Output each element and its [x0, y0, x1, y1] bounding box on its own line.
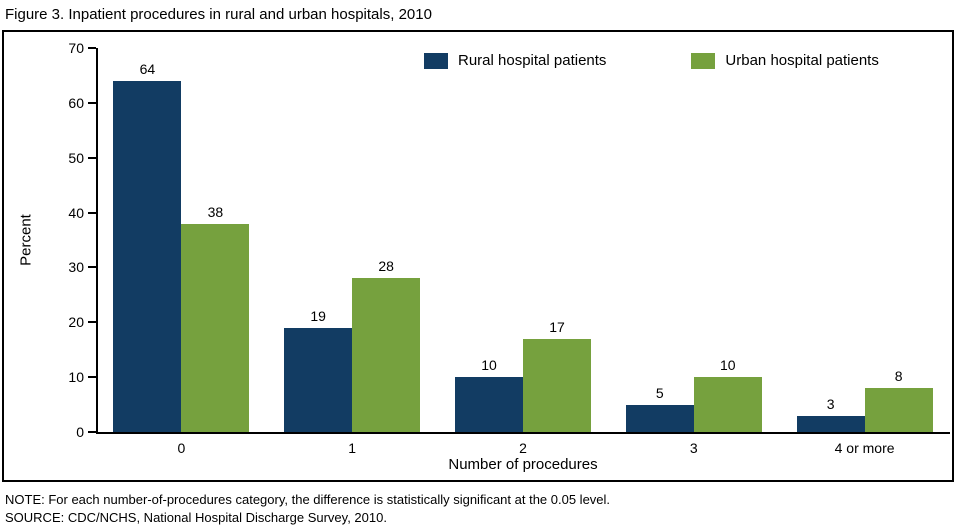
y-tick-mark	[88, 211, 96, 214]
y-tick-mark	[88, 47, 96, 49]
legend-item-urban: Urban hospital patients	[691, 52, 879, 69]
x-category-label: 3	[689, 440, 698, 456]
bar-value-label: 10	[481, 357, 497, 374]
y-tick-label: 40	[68, 204, 84, 221]
y-tick-label: 0	[76, 424, 84, 440]
y-tick-label: 70	[68, 40, 84, 56]
y-axis-line	[96, 48, 98, 434]
legend-label-urban: Urban hospital patients	[725, 52, 879, 69]
y-tick-label: 30	[68, 259, 84, 276]
bar-value-label: 38	[207, 203, 224, 220]
source-text: SOURCE: CDC/NCHS, National Hospital Disc…	[5, 510, 387, 525]
figure-title: Figure 3. Inpatient procedures in rural …	[5, 6, 432, 23]
bar	[625, 404, 694, 432]
x-category-label: 0	[177, 440, 186, 456]
bar	[796, 415, 865, 432]
note-text: NOTE: For each number-of-procedures cate…	[5, 492, 611, 507]
y-tick-label: 20	[68, 314, 84, 331]
bar	[523, 338, 591, 432]
x-axis-title: Number of procedures	[448, 456, 598, 473]
y-tick-label: 50	[68, 149, 84, 166]
y-tick-label: 60	[68, 94, 84, 111]
bar-value-label: 17	[549, 318, 565, 335]
bar-value-label: 5	[655, 384, 664, 401]
y-tick-mark	[88, 431, 96, 433]
legend-swatch-urban-icon	[691, 52, 716, 69]
y-tick-mark	[88, 266, 96, 269]
x-category-label: 4 or more	[834, 440, 895, 456]
bar-value-label: 10	[720, 357, 736, 374]
y-tick-mark	[88, 101, 96, 104]
y-tick-mark	[88, 156, 96, 159]
y-tick-mark	[88, 321, 96, 324]
chart-frame: 0 10 20 30 40 50 60 70 0 64 38 1 19 28 2 10 17 3 5 10 4 or m…	[2, 30, 954, 482]
bar-value-label: 19	[310, 307, 326, 324]
bar	[693, 377, 762, 432]
legend-item-rural: Rural hospital patients	[424, 52, 606, 69]
bar-value-label: 3	[826, 395, 835, 412]
bar-value-label: 8	[894, 368, 903, 385]
bar	[455, 377, 523, 432]
bar	[113, 80, 182, 432]
legend-swatch-rural-icon	[424, 52, 448, 69]
plot-area: 0 10 20 30 40 50 60 70 0 64 38 1 19 28 2 10 17 3 5 10 4 or m…	[4, 32, 952, 480]
bar	[864, 388, 933, 432]
bar	[181, 223, 250, 432]
bar	[352, 278, 421, 432]
y-axis-title: Percent	[17, 214, 35, 266]
legend-label-rural: Rural hospital patients	[458, 52, 607, 69]
bar-value-label: 64	[139, 60, 156, 77]
bar-value-label: 28	[378, 258, 394, 275]
x-axis-line	[96, 432, 950, 434]
y-tick-label: 10	[68, 369, 84, 386]
x-category-label: 1	[348, 440, 357, 456]
bar	[284, 327, 353, 432]
y-tick-mark	[88, 376, 96, 379]
x-category-label: 2	[519, 440, 527, 456]
legend: Rural hospital patients Urban hospital p…	[424, 52, 879, 69]
